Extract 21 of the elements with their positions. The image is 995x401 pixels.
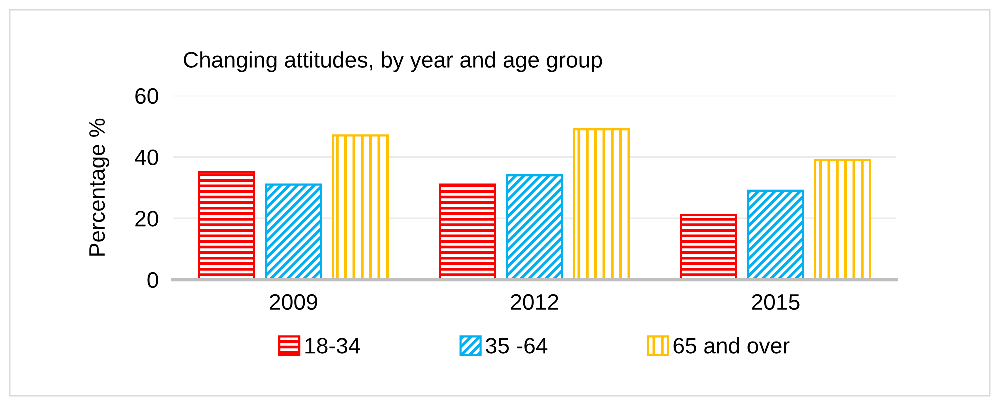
x-tick-label: 2015: [752, 294, 800, 310]
legend-label: 35 -64: [486, 338, 548, 354]
bar: [573, 128, 630, 280]
bar: [680, 214, 738, 280]
y-axis-title: Percentage %: [89, 118, 110, 256]
chart-title: Changing attitudes, by year and age group: [184, 52, 602, 72]
bar: [439, 184, 496, 280]
x-tick-label: 2012: [511, 294, 558, 310]
bar: [332, 134, 390, 280]
bar: [265, 184, 322, 280]
y-tick-label: 40: [135, 150, 158, 166]
bar: [747, 190, 804, 280]
y-tick-label: 60: [136, 88, 158, 104]
y-tick-label: 0: [148, 272, 158, 288]
y-tick-label: 20: [136, 211, 158, 227]
legend-label: 18-34: [306, 338, 360, 354]
legend-label: 65 and over: [674, 337, 790, 354]
bar: [198, 171, 256, 280]
x-tick-label: 2009: [270, 294, 318, 310]
bar: [814, 159, 872, 280]
bar: [506, 174, 564, 280]
